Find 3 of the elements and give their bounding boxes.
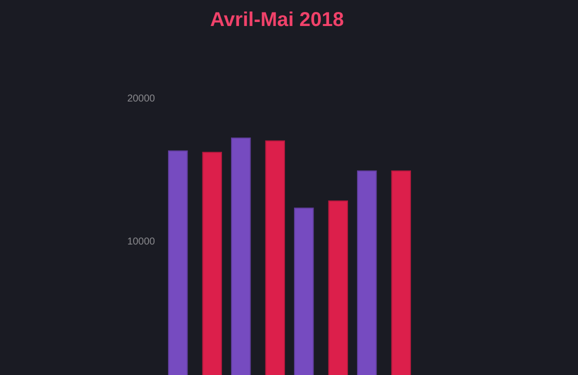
y-tick-label: 10000 (127, 236, 156, 248)
y-tick-label: 20000 (127, 94, 156, 104)
chart-title: Avril-Mai 2018 (210, 9, 344, 31)
